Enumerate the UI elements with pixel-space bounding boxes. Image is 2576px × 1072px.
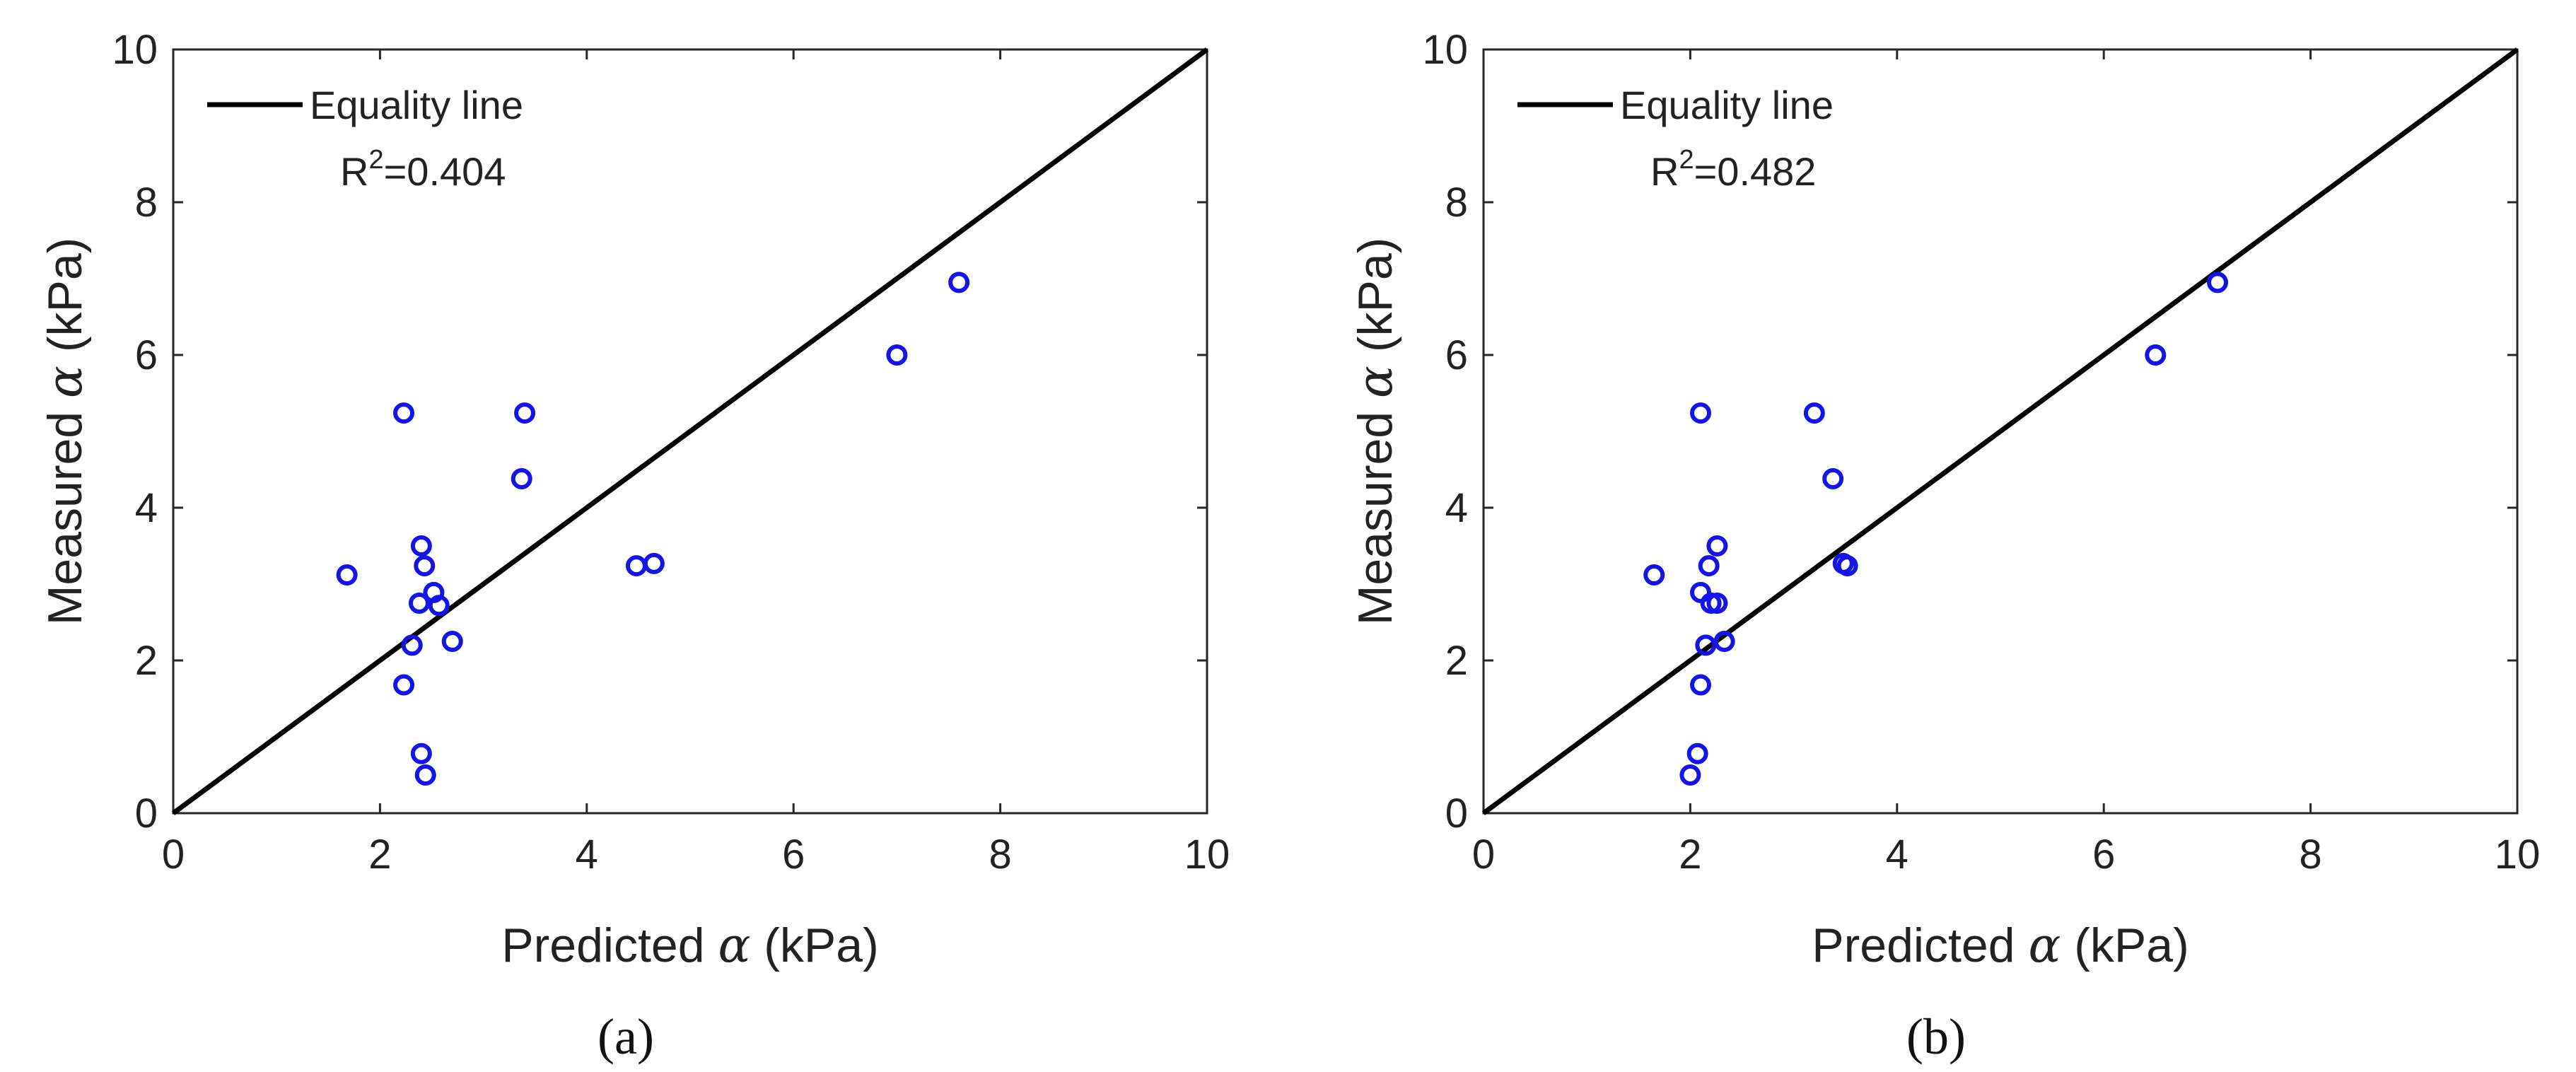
data-point: [410, 535, 432, 557]
x-axis-label: Predicted α (kPa): [1812, 918, 2189, 974]
r2-value: =0.482: [1694, 149, 1817, 194]
data-point: [414, 764, 436, 786]
data-point: [625, 555, 647, 577]
data-point: [1698, 555, 1720, 577]
y-axis-label-suffix: (kPa): [38, 238, 92, 366]
y-tick-label: 10: [1422, 27, 1468, 73]
x-axis-label: Predicted α (kPa): [501, 918, 878, 974]
data-point: [401, 634, 423, 656]
x-axis-label-suffix: (kPa): [2061, 919, 2189, 972]
data-point: [1686, 742, 1708, 764]
r2-prefix: R: [340, 149, 368, 194]
data-point: [886, 344, 908, 366]
data-point: [414, 555, 436, 577]
legend-label: Equality line: [310, 83, 523, 127]
equality-line: [171, 47, 1209, 815]
r-squared-annotation: R2=0.404: [340, 145, 506, 194]
x-tick-label: 0: [162, 832, 185, 878]
legend: Equality line: [207, 83, 523, 127]
y-axis-label-symbol: α: [1348, 366, 1404, 398]
data-point: [1836, 555, 1858, 577]
y-axis-label-prefix: Measured: [38, 398, 92, 625]
plot-frame: [1482, 48, 2519, 815]
tick-labels: 0 2 4 6 8 10 0 2 4 6 8 10: [112, 27, 1230, 878]
data-point: [1679, 764, 1701, 786]
data-point: [1713, 631, 1735, 652]
x-tick-label: 4: [576, 832, 598, 878]
x-tick-label: 2: [1679, 832, 1701, 878]
y-tick-label: 8: [1445, 180, 1468, 226]
x-tick-label: 6: [2092, 832, 2115, 878]
data-point: [643, 552, 665, 574]
tick-labels: 0 2 4 6 8 10 0 2 4 6 8 10: [1422, 27, 2540, 878]
data-point: [410, 742, 432, 764]
legend: Equality line: [1517, 83, 1834, 127]
data-point: [1803, 402, 1825, 424]
data-point: [393, 402, 415, 424]
x-axis-label-symbol: α: [718, 918, 750, 974]
equality-line: [1481, 47, 2519, 815]
x-tick-label: 10: [2495, 832, 2541, 878]
plot-frame: [172, 48, 1208, 815]
x-axis-label-prefix: Predicted: [1812, 919, 2028, 972]
data-point: [393, 674, 415, 696]
axis-ticks: [1482, 48, 2519, 815]
data-point: [1695, 634, 1717, 656]
y-tick-label: 2: [1445, 638, 1468, 684]
r2-prefix: R: [1650, 149, 1679, 194]
y-tick-label: 8: [135, 180, 158, 226]
r-squared-annotation: R2=0.482: [1650, 145, 1816, 194]
data-point: [428, 595, 450, 617]
y-tick-label: 4: [135, 485, 158, 531]
data-point: [1690, 402, 1712, 424]
data-point: [1690, 674, 1712, 696]
y-tick-label: 4: [1445, 485, 1468, 531]
data-point: [948, 272, 970, 293]
y-tick-label: 0: [135, 791, 158, 837]
y-axis-label: Measured α (kPa): [1348, 238, 1404, 626]
y-tick-label: 2: [135, 638, 158, 684]
panel-caption-b: (b): [1906, 1008, 1966, 1065]
y-tick-label: 6: [1445, 332, 1468, 378]
data-points: [1643, 272, 2229, 786]
data-point: [336, 564, 358, 586]
x-tick-label: 8: [989, 832, 1011, 878]
y-axis-label: Measured α (kPa): [37, 238, 93, 626]
x-tick-label: 2: [368, 832, 391, 878]
data-point: [514, 402, 536, 424]
x-axis-label-suffix: (kPa): [750, 919, 878, 972]
x-axis-label-prefix: Predicted: [501, 919, 718, 972]
x-tick-label: 0: [1472, 832, 1495, 878]
r2-superscript: 2: [368, 145, 383, 175]
x-tick-label: 8: [2299, 832, 2321, 878]
x-tick-label: 6: [782, 832, 805, 878]
y-tick-label: 6: [135, 332, 158, 378]
y-tick-label: 10: [112, 27, 158, 73]
y-tick-label: 0: [1445, 791, 1468, 837]
data-point: [2145, 344, 2167, 366]
data-point: [441, 631, 463, 652]
x-tick-label: 4: [1886, 832, 1908, 878]
data-point: [408, 593, 430, 614]
data-point: [1706, 593, 1728, 614]
r2-value: =0.404: [384, 149, 506, 194]
x-axis-label-symbol: α: [2028, 918, 2061, 974]
y-axis-label-prefix: Measured: [1348, 398, 1402, 625]
panel-caption-a: (a): [598, 1008, 654, 1065]
y-axis-label-symbol: α: [37, 366, 93, 398]
legend-label: Equality line: [1620, 83, 1834, 127]
data-point: [1706, 535, 1728, 557]
r2-superscript: 2: [1679, 145, 1694, 175]
data-point: [511, 467, 532, 489]
data-point: [1643, 564, 1665, 586]
data-points: [336, 272, 970, 786]
x-tick-label: 10: [1184, 832, 1230, 878]
data-point: [2207, 272, 2229, 293]
data-point: [1822, 467, 1844, 489]
y-axis-label-suffix: (kPa): [1348, 238, 1402, 366]
